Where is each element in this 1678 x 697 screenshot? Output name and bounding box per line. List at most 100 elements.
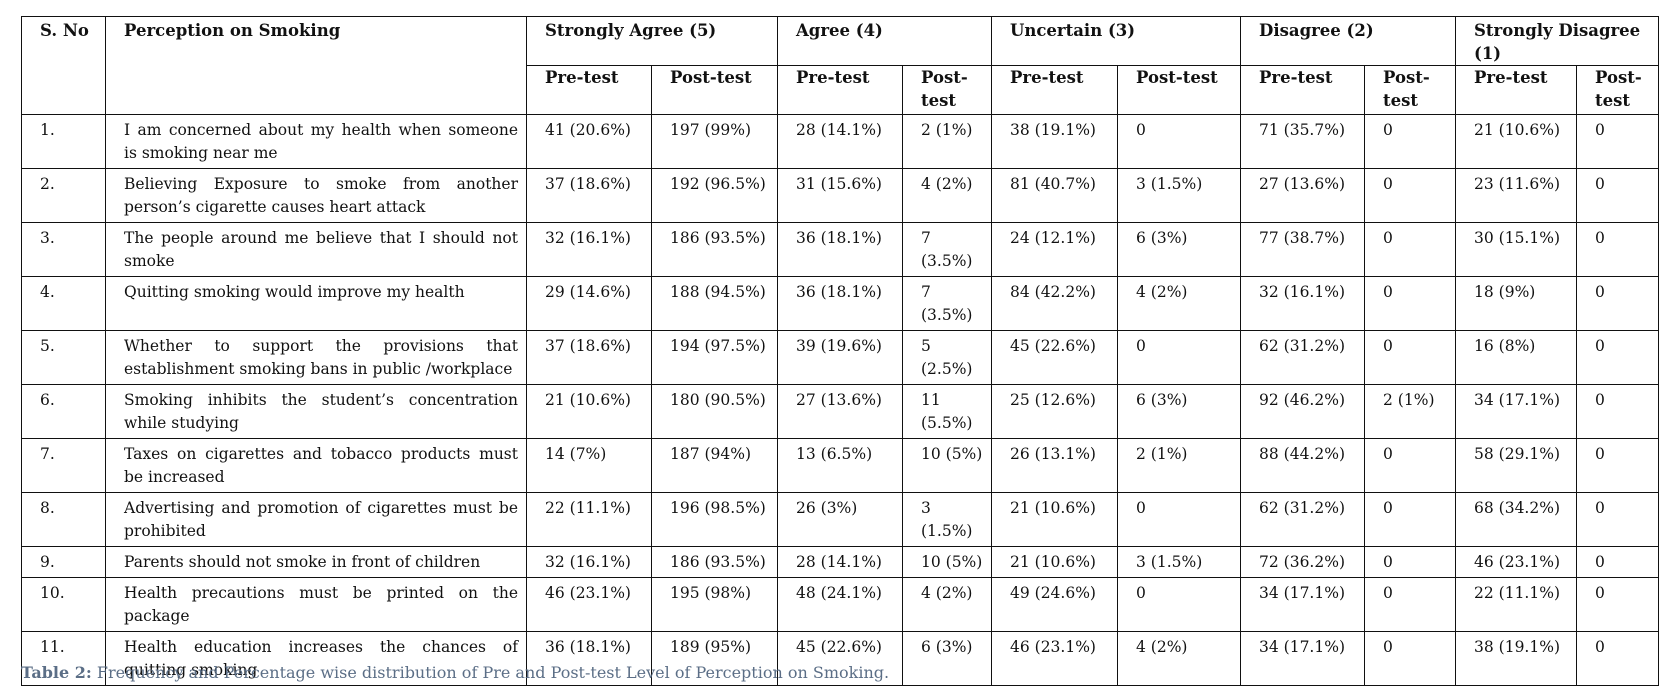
- cell-agree-post: 2 (1%): [902, 114, 992, 169]
- cell-agree-post: 7 (3.5%): [902, 276, 992, 331]
- cell-sa-pre: 21 (10.6%): [526, 384, 652, 439]
- cell-sd-pre: 34 (17.1%): [1455, 384, 1578, 439]
- caption-label: Table 2:: [21, 663, 92, 682]
- cell-uncertain-post: 4 (2%): [1116, 276, 1242, 331]
- cell-sd-pre: 58 (29.1%): [1455, 438, 1578, 493]
- cell-perception-item: Smoking inhibits the student’s concentra…: [105, 384, 527, 439]
- cell-sd-pre: 46 (23.1%): [1455, 546, 1578, 578]
- cell-uncertain-pre: 25 (12.6%): [991, 384, 1118, 439]
- cell-uncertain-post: 0: [1116, 492, 1242, 547]
- cell-disagree-post: 0: [1364, 438, 1457, 493]
- cell-uncertain-post: 2 (1%): [1116, 438, 1242, 493]
- cell-sd-pre: 30 (15.1%): [1455, 222, 1578, 277]
- cell-sa-pre: 32 (16.1%): [526, 546, 652, 578]
- cell-uncertain-post: 0: [1116, 577, 1242, 632]
- table-body: 1. I am concerned about my health when so…: [21, 114, 1660, 686]
- cell-sd-post: 0: [1576, 438, 1660, 493]
- cell-sa-post: 195 (98%): [651, 577, 778, 632]
- cell-uncertain-pre: 26 (13.1%): [991, 438, 1118, 493]
- cell-sa-pre: 22 (11.1%): [526, 492, 652, 547]
- header-row-groups: S. No Perception on Smoking Strongly Agr…: [21, 16, 1660, 115]
- cell-sa-pre: 37 (18.6%): [526, 168, 652, 223]
- cell-sa-post: 187 (94%): [651, 438, 778, 493]
- cell-sd-pre: 68 (34.2%): [1455, 492, 1578, 547]
- sub-header-post: Post-test: [1576, 65, 1660, 115]
- cell-agree-pre: 39 (19.6%): [777, 330, 903, 385]
- cell-sa-post: 186 (93.5%): [651, 546, 778, 578]
- cell-agree-post: 5 (2.5%): [902, 330, 992, 385]
- cell-sd-post: 0: [1576, 577, 1660, 632]
- cell-sno: 4.: [21, 276, 106, 331]
- perception-header: Perception on Smoking: [105, 16, 527, 115]
- cell-disagree-pre: 62 (31.2%): [1240, 492, 1366, 547]
- cell-uncertain-pre: 81 (40.7%): [991, 168, 1118, 223]
- table-row: 6. Smoking inhibits the student’s concent…: [21, 384, 1660, 439]
- cell-sa-post: 189 (95%): [651, 631, 778, 686]
- sub-header-pre: Pre-test: [991, 65, 1118, 115]
- cell-disagree-pre: 88 (44.2%): [1240, 438, 1366, 493]
- cell-disagree-post: 2 (1%): [1364, 384, 1457, 439]
- cell-sd-post: 0: [1576, 168, 1660, 223]
- table-container: S. No Perception on Smoking Strongly Agr…: [21, 16, 1660, 686]
- cell-disagree-post: 0: [1364, 222, 1457, 277]
- cell-disagree-post: 0: [1364, 492, 1457, 547]
- cell-disagree-pre: 34 (17.1%): [1240, 577, 1366, 632]
- group-header-strongly-agree: Strongly Agree (5): [526, 16, 778, 66]
- cell-sd-post: 0: [1576, 384, 1660, 439]
- cell-uncertain-post: 3 (1.5%): [1116, 168, 1242, 223]
- cell-sd-pre: 22 (11.1%): [1455, 577, 1578, 632]
- cell-sa-pre: 41 (20.6%): [526, 114, 652, 169]
- cell-sd-pre: 16 (8%): [1455, 330, 1578, 385]
- cell-agree-pre: 31 (15.6%): [777, 168, 903, 223]
- cell-sd-post: 0: [1576, 114, 1660, 169]
- table-row: 8. Advertising and promotion of cigarette…: [21, 492, 1660, 547]
- table-row: 9. Parents should not smoke in front of c…: [21, 546, 1660, 578]
- cell-sno: 10.: [21, 577, 106, 632]
- cell-sno: 3.: [21, 222, 106, 277]
- cell-sa-post: 186 (93.5%): [651, 222, 778, 277]
- cell-disagree-pre: 72 (36.2%): [1240, 546, 1366, 578]
- cell-agree-pre: 27 (13.6%): [777, 384, 903, 439]
- cell-uncertain-pre: 45 (22.6%): [991, 330, 1118, 385]
- cell-disagree-pre: 27 (13.6%): [1240, 168, 1366, 223]
- sub-header-post: Post-test: [651, 65, 778, 115]
- cell-sd-pre: 21 (10.6%): [1455, 114, 1578, 169]
- group-header-disagree: Disagree (2): [1240, 16, 1457, 66]
- cell-sd-pre: 18 (9%): [1455, 276, 1578, 331]
- cell-disagree-post: 0: [1364, 114, 1457, 169]
- cell-agree-pre: 36 (18.1%): [777, 222, 903, 277]
- cell-sd-post: 0: [1576, 546, 1660, 578]
- sub-header-post: Post-test: [1364, 65, 1457, 115]
- table-caption: Table 2: Frequency and Percentage wise d…: [21, 663, 889, 682]
- cell-uncertain-pre: 84 (42.2%): [991, 276, 1118, 331]
- cell-sno: 6.: [21, 384, 106, 439]
- cell-disagree-pre: 34 (17.1%): [1240, 631, 1366, 686]
- perception-table: S. No Perception on Smoking Strongly Agr…: [21, 16, 1660, 686]
- cell-sd-pre: 38 (19.1%): [1455, 631, 1578, 686]
- cell-sno: 11.: [21, 631, 106, 686]
- cell-agree-post: 4 (2%): [902, 577, 992, 632]
- cell-sd-post: 0: [1576, 276, 1660, 331]
- sub-header-post: Post-test: [1116, 65, 1242, 115]
- cell-sa-pre: 46 (23.1%): [526, 577, 652, 632]
- cell-disagree-post: 0: [1364, 546, 1457, 578]
- cell-agree-post: 3 (1.5%): [902, 492, 992, 547]
- cell-uncertain-pre: 46 (23.1%): [991, 631, 1118, 686]
- cell-sno: 9.: [21, 546, 106, 578]
- cell-perception-item: Health education increases the chances o…: [105, 631, 527, 686]
- cell-agree-pre: 36 (18.1%): [777, 276, 903, 331]
- cell-disagree-pre: 62 (31.2%): [1240, 330, 1366, 385]
- group-header-uncertain: Uncertain (3): [990, 16, 1242, 66]
- cell-sd-post: 0: [1576, 492, 1660, 547]
- cell-disagree-post: 0: [1364, 330, 1457, 385]
- cell-agree-post: 10 (5%): [902, 546, 992, 578]
- group-header-agree: Agree (4): [777, 16, 992, 66]
- cell-sa-post: 192 (96.5%): [651, 168, 778, 223]
- cell-sa-pre: 36 (18.1%): [526, 631, 652, 686]
- cell-sa-post: 188 (94.5%): [651, 276, 778, 331]
- sub-header-pre: Pre-test: [526, 65, 652, 115]
- sub-header-pre: Pre-test: [1455, 65, 1578, 115]
- cell-perception-item: Whether to support the provisions that e…: [105, 330, 527, 385]
- cell-agree-post: 10 (5%): [902, 438, 992, 493]
- sub-header-post: Post-test: [902, 65, 992, 115]
